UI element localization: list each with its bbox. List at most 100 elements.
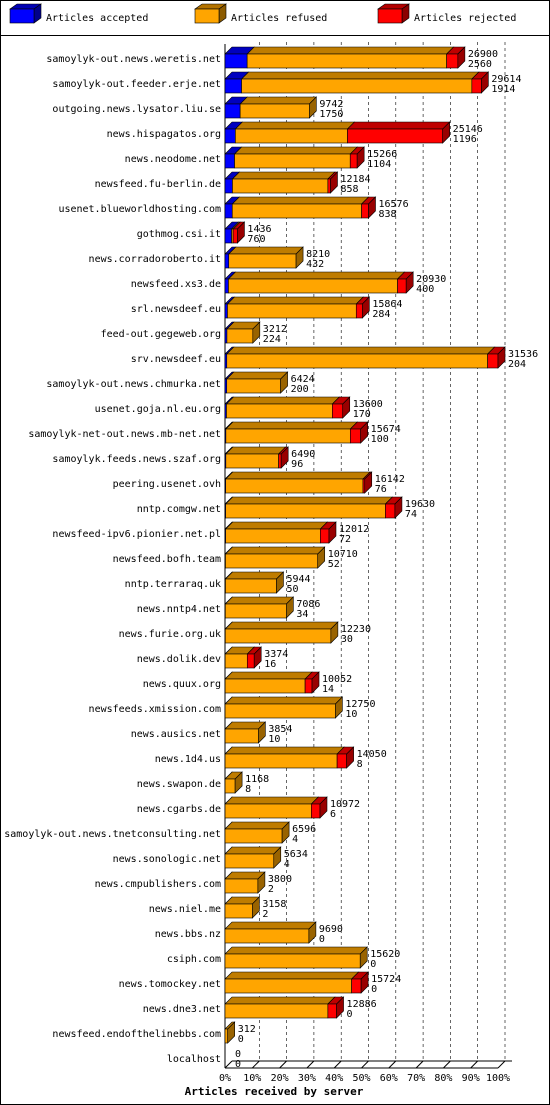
y-tick-label: news.bbs.nz xyxy=(155,929,221,940)
bar-top xyxy=(239,96,318,105)
y-tick-label: news.sonologic.net xyxy=(113,854,221,865)
accepted-label: 100 xyxy=(371,434,389,445)
total-label: 19630 xyxy=(405,499,435,510)
bar xyxy=(224,1003,329,1019)
legend-label: Articles accepted xyxy=(46,13,148,24)
accepted-label: 2 xyxy=(268,884,274,895)
bar-side xyxy=(481,71,489,94)
x-tick-label: 20% xyxy=(271,1073,289,1084)
y-tick-label: outgoing.news.lysator.liu.se xyxy=(52,104,221,115)
accepted-label: 8 xyxy=(357,759,363,770)
bar-top xyxy=(225,446,287,455)
y-tick-label: news.hispagatos.org xyxy=(107,129,221,140)
bar-top xyxy=(224,696,344,705)
bar-side xyxy=(295,246,304,269)
bar xyxy=(320,528,330,544)
total-label: 29614 xyxy=(491,74,521,85)
total-label: 3212 xyxy=(263,324,287,335)
bar-side xyxy=(276,571,284,594)
total-label: 15674 xyxy=(371,424,401,435)
bar xyxy=(304,678,313,694)
total-label: 14050 xyxy=(357,749,387,760)
accepted-label: 10 xyxy=(268,734,280,745)
bar xyxy=(246,53,447,69)
bar-side xyxy=(442,121,450,144)
bar xyxy=(225,553,319,569)
accepted-label: 4 xyxy=(284,859,290,870)
bar-top xyxy=(224,471,371,480)
accepted-label: 170 xyxy=(353,409,371,420)
x-tick xyxy=(279,1060,287,1069)
y-tick-label: news.furie.org.uk xyxy=(119,629,221,640)
accepted-label: 1196 xyxy=(453,134,477,145)
bar-top xyxy=(224,796,320,805)
accepted-label: 432 xyxy=(306,259,324,270)
bar xyxy=(347,128,443,144)
accepted-label: 1750 xyxy=(319,109,343,120)
bar-side xyxy=(362,296,370,319)
bar xyxy=(311,803,321,819)
bar xyxy=(327,178,331,194)
bar-side xyxy=(368,196,376,219)
legend-label: Articles rejected xyxy=(414,13,516,24)
total-label: 0 xyxy=(235,1049,241,1060)
bar-top xyxy=(228,246,304,255)
bar-top xyxy=(224,671,313,680)
y-tick-label: usenet.blueworldhosting.com xyxy=(58,204,221,215)
bar xyxy=(351,978,362,994)
total-label: 3854 xyxy=(268,724,292,735)
bar xyxy=(224,178,233,194)
bar-side xyxy=(394,496,403,519)
total-label: 12750 xyxy=(345,699,375,710)
bar-top xyxy=(233,146,358,155)
legend-label: Articles refused xyxy=(231,13,327,24)
total-label: 15864 xyxy=(372,299,402,310)
y-tick-label: news.nntp4.net xyxy=(137,604,221,615)
bar xyxy=(397,278,407,294)
accepted-label: 204 xyxy=(508,359,526,370)
bar xyxy=(349,428,361,444)
bar xyxy=(226,328,254,344)
bar-side xyxy=(257,871,266,894)
bar xyxy=(224,928,310,944)
bar xyxy=(327,1003,337,1019)
total-label: 12230 xyxy=(341,624,371,635)
y-tick-label: samoylyk.feeds.news.szaf.org xyxy=(52,454,221,465)
y-tick-label: news.cgarbs.de xyxy=(137,804,221,815)
accepted-label: 14 xyxy=(322,684,334,695)
bar xyxy=(224,603,287,619)
bar-top xyxy=(246,46,455,55)
accepted-label: 0 xyxy=(319,934,325,945)
bar-top xyxy=(225,396,341,405)
accepted-label: 72 xyxy=(339,534,351,545)
bar-top xyxy=(234,121,356,130)
bar-side xyxy=(336,996,344,1019)
x-tick xyxy=(388,1060,397,1069)
total-label: 10972 xyxy=(330,799,360,810)
bar xyxy=(232,178,329,194)
bar xyxy=(224,653,248,669)
accepted-label: 2560 xyxy=(468,59,492,70)
total-label: 1168 xyxy=(245,774,269,785)
accepted-label: 96 xyxy=(291,459,303,470)
bar xyxy=(224,978,352,994)
bar xyxy=(231,203,362,219)
y-tick-label: newsfeed.endofthelinebbs.com xyxy=(52,1029,221,1040)
y-tick-label: newsfeed.xs3.de xyxy=(131,279,221,290)
bar xyxy=(224,853,275,869)
accepted-label: 400 xyxy=(416,284,434,295)
bar xyxy=(385,503,396,519)
bar xyxy=(336,753,347,769)
total-label: 1436 xyxy=(247,224,271,235)
y-tick-label: newsfeed.fu-berlin.de xyxy=(95,179,221,190)
bar xyxy=(239,103,310,119)
total-label: 9690 xyxy=(319,924,343,935)
x-tick xyxy=(224,1060,233,1069)
x-tick-label: 80% xyxy=(434,1073,452,1084)
bar-side xyxy=(317,546,326,569)
bar-side xyxy=(281,821,290,844)
y-tick-label: peering.usenet.ovh xyxy=(113,479,221,490)
y-tick-label: nntp.terraraq.uk xyxy=(125,579,221,590)
bar-top xyxy=(226,371,289,380)
total-label: 3374 xyxy=(264,649,288,660)
